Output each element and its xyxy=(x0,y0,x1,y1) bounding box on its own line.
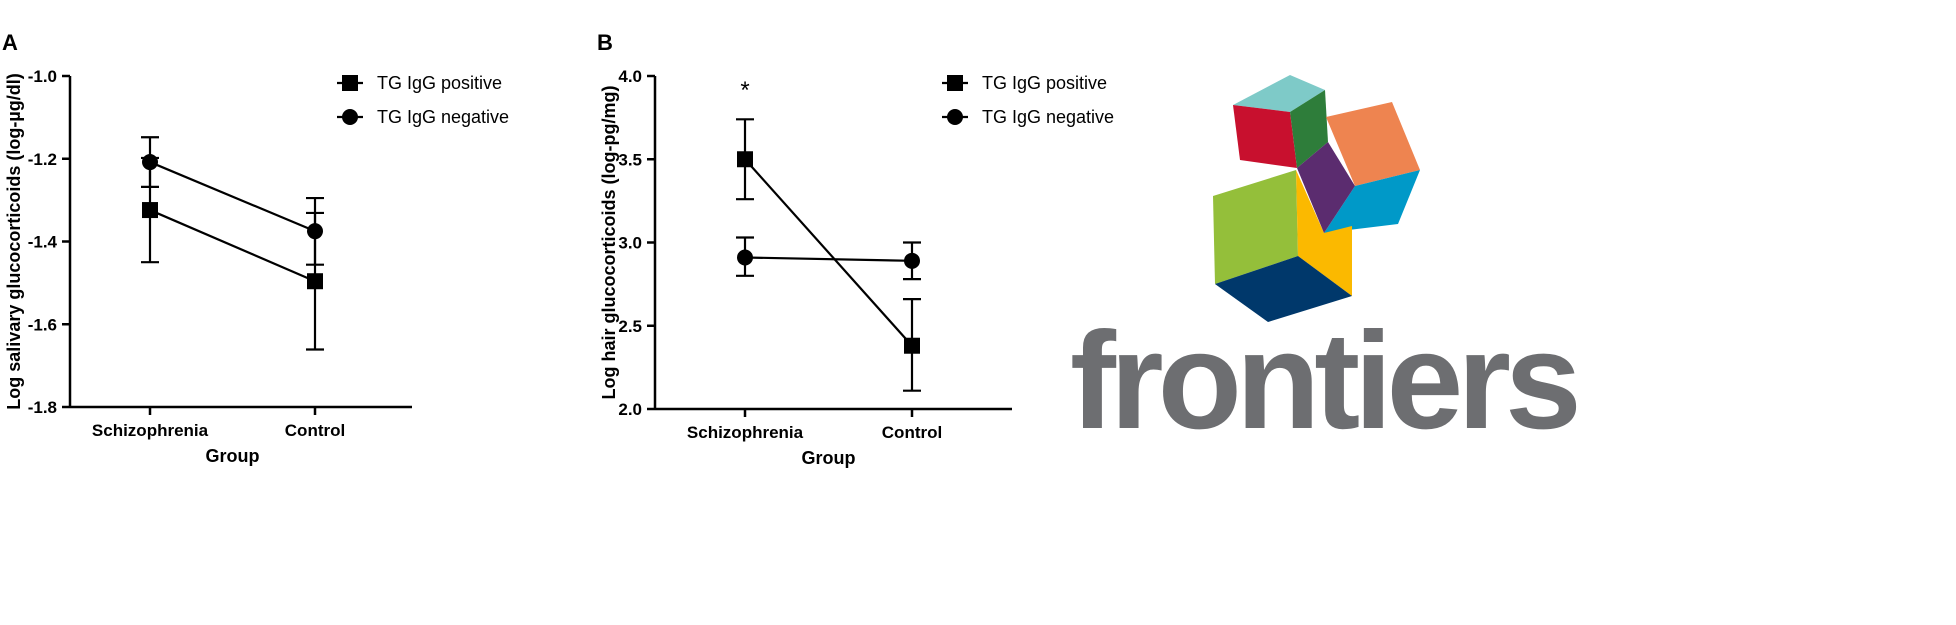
y-tick-label: -1.4 xyxy=(28,233,58,252)
x-tick-label: Schizophrenia xyxy=(687,423,804,442)
legend-marker-square xyxy=(947,75,963,91)
logo-text: frontiers xyxy=(1070,304,1577,458)
logo-cube-blue xyxy=(1324,170,1420,233)
chart-panel-a: A -1.8 -1.6 -1.4 -1.2 -1.0 Schizophrenia Contro… xyxy=(2,30,509,466)
x-tick-label: Control xyxy=(882,423,942,442)
significance-annotation: * xyxy=(740,77,749,104)
y-tick-label: 4.0 xyxy=(618,67,642,86)
logo-cube-green xyxy=(1213,170,1298,284)
x-tick-label: Control xyxy=(285,421,345,440)
series-line xyxy=(149,209,316,283)
y-tick-label: 2.5 xyxy=(618,317,642,336)
data-point-square xyxy=(307,273,323,290)
legend-marker-circle xyxy=(947,109,963,125)
legend-label: TG IgG negative xyxy=(982,107,1114,127)
series-line xyxy=(744,256,913,262)
data-point-circle xyxy=(904,252,920,269)
data-point-circle xyxy=(142,154,158,171)
data-point-circle xyxy=(307,223,323,240)
logo-cube-red xyxy=(1233,105,1297,168)
data-point-circle xyxy=(737,249,753,266)
logo-cube-purple xyxy=(1297,142,1355,233)
x-axis-label: Group xyxy=(206,446,260,466)
y-tick-label: -1.6 xyxy=(28,315,57,334)
logo-cube-navy xyxy=(1215,256,1352,322)
y-tick-label: -1.8 xyxy=(28,398,57,417)
y-tick-label: 3.0 xyxy=(618,234,642,253)
x-axis-label: Group xyxy=(802,448,856,468)
legend-label: TG IgG positive xyxy=(982,73,1107,93)
legend-marker-circle xyxy=(342,109,358,125)
x-tick-label: Schizophrenia xyxy=(92,421,209,440)
logo-cube-darkgreen xyxy=(1290,90,1328,168)
data-point-square xyxy=(142,202,158,219)
y-tick-label: 2.0 xyxy=(618,400,642,419)
logo-cube-teal-top xyxy=(1233,75,1325,112)
y-tick-label: 3.5 xyxy=(618,150,642,169)
logo-cube-orange xyxy=(1326,102,1420,186)
legend-label: TG IgG negative xyxy=(377,107,509,127)
data-point-square xyxy=(737,151,753,168)
series-line xyxy=(149,161,316,233)
panel-label: B xyxy=(597,30,613,55)
data-point-square xyxy=(904,337,920,354)
legend-marker-square xyxy=(342,75,358,91)
chart-panel-b: B 2.0 2.5 3.0 3.5 4.0 Schizophrenia Control Grou… xyxy=(597,30,1114,468)
frontiers-logo: frontiers xyxy=(1070,75,1583,458)
y-axis-label: Log hair glucocorticoids (log-pg/mg) xyxy=(599,86,619,400)
panel-label: A xyxy=(2,30,18,55)
legend-label: TG IgG positive xyxy=(377,73,502,93)
y-tick-label: -1.2 xyxy=(28,150,57,169)
y-tick-label: -1.0 xyxy=(28,67,57,86)
series-line xyxy=(744,158,913,347)
y-axis-label: Log salivary glucocorticoids (log-µg/dl) xyxy=(4,73,24,409)
